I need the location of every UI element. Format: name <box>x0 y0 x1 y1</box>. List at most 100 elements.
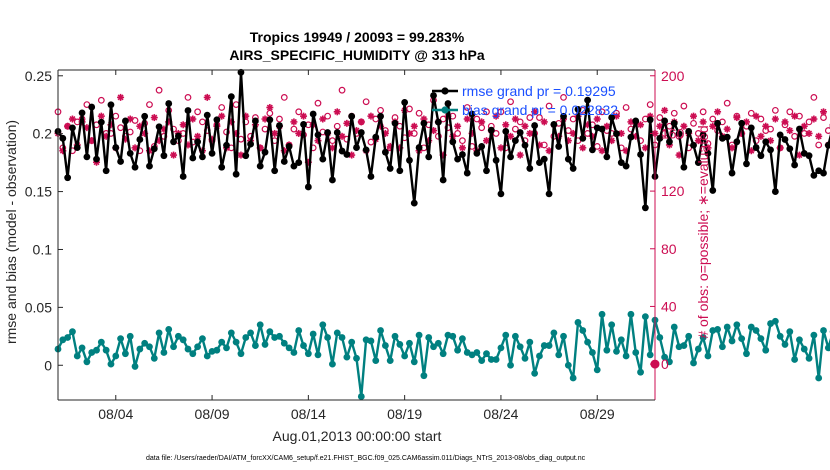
rmse-point <box>603 153 611 161</box>
obs-evaluated-point <box>271 129 279 137</box>
obs-possible-point <box>146 101 153 109</box>
rmse-point <box>78 109 86 117</box>
bias-point <box>449 332 457 340</box>
obs-possible-point <box>723 99 731 107</box>
bias-point <box>377 327 384 334</box>
rmse-point <box>598 125 606 133</box>
obs-evaluated-point <box>338 132 346 140</box>
bias-point <box>237 350 245 358</box>
obs-evaluated-point <box>295 129 303 137</box>
obs-evaluated-point <box>593 115 601 123</box>
bias-point <box>367 337 375 345</box>
rmse-point <box>569 165 577 172</box>
rmse-point <box>329 176 336 184</box>
rmse-point <box>324 129 332 136</box>
bias-point <box>386 357 394 365</box>
obs-evaluated-point <box>131 144 139 152</box>
rmse-point <box>406 156 413 164</box>
obs-evaluated-point <box>463 115 471 123</box>
bias-point <box>661 353 669 361</box>
bias-point <box>637 368 644 376</box>
rmse-point <box>497 190 505 198</box>
chart-title-line1: Tropics 19949 / 20093 = 99.283% <box>250 29 465 45</box>
rmse-point <box>670 119 678 127</box>
obs-evaluated-point <box>820 108 828 116</box>
rmse-point <box>276 122 283 129</box>
bias-point <box>747 323 755 331</box>
rmse-point <box>333 129 341 136</box>
x-tick-label: 08/19 <box>387 406 422 422</box>
bias-point <box>459 335 466 343</box>
obs-evaluated-point <box>723 125 731 133</box>
rmse-point <box>564 155 572 163</box>
obs-possible-point <box>747 109 755 117</box>
bias-point <box>314 351 322 359</box>
obs-evaluated-point <box>805 129 813 137</box>
rmse-point <box>444 100 452 107</box>
obs-evaluated-point <box>478 118 486 126</box>
bias-point <box>690 359 697 367</box>
rmse-point <box>555 143 563 150</box>
obs-evaluated-point <box>511 115 519 123</box>
obs-possible-point <box>338 86 346 94</box>
rmse-point <box>237 68 245 76</box>
bias-point <box>815 374 823 382</box>
obs-evaluated-point <box>786 127 794 135</box>
rmse-point <box>107 101 115 109</box>
obs-evaluated-point <box>733 114 741 122</box>
bias-point <box>107 360 115 368</box>
obs-evaluated-point <box>757 132 765 140</box>
obs-evaluated-point <box>150 114 158 122</box>
bias-point <box>439 350 447 358</box>
y-tick-label: 0.1 <box>33 241 53 257</box>
bias-point <box>521 354 529 362</box>
rmse-point <box>430 92 437 99</box>
bias-point <box>824 344 830 352</box>
rmse-point <box>372 133 380 141</box>
rmse-point <box>69 124 76 132</box>
bias-point <box>507 361 514 369</box>
bias-point <box>425 334 433 341</box>
obs-possible-point <box>155 86 163 94</box>
bias-point <box>738 335 746 343</box>
bias-point <box>584 338 591 346</box>
x-tick-label: 08/09 <box>195 406 230 422</box>
bias-point <box>126 332 134 340</box>
rmse-point <box>362 146 370 154</box>
rmse-point <box>256 162 264 170</box>
obs-possible-point <box>463 104 471 111</box>
bias-point <box>194 343 202 351</box>
bias-point <box>372 357 380 365</box>
rmse-point <box>810 171 818 179</box>
bias-point <box>117 335 124 343</box>
obs-evaluated-point <box>637 121 645 129</box>
obs-evaluated-point <box>690 112 698 120</box>
obs-evaluated-point <box>492 112 500 120</box>
legend-swatch-marker <box>441 87 449 95</box>
bias-point <box>203 352 211 360</box>
rmse-point <box>646 116 654 124</box>
bias-point <box>406 339 413 347</box>
rmse-point <box>767 146 774 154</box>
bias-point <box>603 346 611 354</box>
rmse-point <box>213 116 221 124</box>
bias-point <box>155 329 163 337</box>
rmse-point <box>540 155 548 163</box>
obs-evaluated-point <box>507 132 515 140</box>
rmse-point <box>589 146 596 154</box>
obs-possible-point <box>415 109 423 117</box>
bias-point <box>247 329 254 337</box>
obs-evaluated-point <box>266 103 274 111</box>
rmse-point <box>64 174 72 182</box>
rmse-point <box>261 148 269 156</box>
obs-possible-point <box>598 108 606 116</box>
rmse-point <box>511 137 519 145</box>
bias-point <box>415 331 423 339</box>
rmse-point <box>420 119 428 127</box>
obs-possible-point <box>295 108 303 116</box>
rmse-point <box>348 112 356 120</box>
obs-possible-point <box>459 137 466 145</box>
obs-evaluated-point <box>497 144 505 152</box>
bias-point <box>381 342 389 349</box>
rmse-point <box>59 134 67 142</box>
